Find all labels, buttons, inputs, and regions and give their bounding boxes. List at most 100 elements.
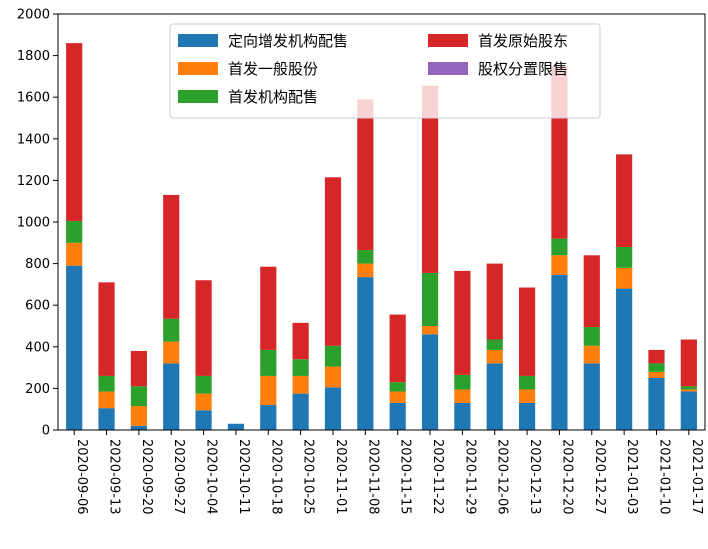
x-tick-label: 2020-09-27 xyxy=(171,439,186,515)
bar-segment-17-series-3 xyxy=(616,154,633,247)
bar-segment-14-series-3 xyxy=(518,287,536,376)
bar-segment-8-series-1 xyxy=(324,366,342,388)
bar-segment-15-series-1 xyxy=(551,255,568,276)
legend-label-1: 首发一般股份 xyxy=(228,60,318,78)
bar-segment-18-series-3 xyxy=(648,349,665,364)
bar-segment-11-series-3 xyxy=(421,85,439,273)
y-tick-label: 2000 xyxy=(17,8,50,23)
y-tick-label: 0 xyxy=(42,424,50,439)
bar-segment-11-series-2 xyxy=(421,272,439,326)
bar-segment-12-series-1 xyxy=(454,389,471,403)
bar-segment-4-series-2 xyxy=(195,375,212,394)
legend-label-3: 首发原始股东 xyxy=(478,32,568,50)
bar-segment-7-series-2 xyxy=(292,359,309,376)
x-tick-label: 2020-11-15 xyxy=(398,439,413,515)
bar-segment-2-series-3 xyxy=(130,350,147,387)
bar-segment-3-series-2 xyxy=(163,318,180,342)
bar-segment-13-series-2 xyxy=(486,339,503,350)
bar-segment-7-series-0 xyxy=(292,393,309,430)
bar-segment-10-series-0 xyxy=(389,402,406,430)
bar-segment-10-series-3 xyxy=(389,314,406,383)
bar-segment-3-series-1 xyxy=(163,341,180,364)
bar-segment-2-series-2 xyxy=(130,386,147,407)
y-tick-label: 800 xyxy=(25,257,50,272)
x-tick-label: 2020-10-18 xyxy=(268,439,283,515)
bar-segment-16-series-2 xyxy=(583,327,600,346)
y-tick-label: 1200 xyxy=(17,174,50,189)
bar-segment-12-series-0 xyxy=(454,402,471,430)
bar-segment-17-series-0 xyxy=(616,288,633,430)
legend-swatch-3 xyxy=(428,34,468,47)
bar-segment-13-series-3 xyxy=(486,263,503,340)
legend-swatch-0 xyxy=(178,34,218,47)
bar-segment-4-series-3 xyxy=(195,280,212,376)
bar-segment-2-series-1 xyxy=(130,406,147,426)
x-tick-label: 2021-01-10 xyxy=(656,439,671,515)
bar-segment-8-series-3 xyxy=(324,177,342,346)
bar-segment-12-series-2 xyxy=(454,374,471,390)
x-tick-label: 2020-10-11 xyxy=(236,439,251,515)
y-tick-label: 1400 xyxy=(17,132,50,147)
x-tick-label: 2020-11-08 xyxy=(365,439,380,515)
bar-segment-15-series-0 xyxy=(551,275,568,430)
bar-segment-14-series-2 xyxy=(518,375,536,390)
x-tick-label: 2020-12-13 xyxy=(527,439,542,515)
bar-segment-4-series-0 xyxy=(195,410,212,430)
bar-segment-17-series-1 xyxy=(616,267,633,289)
y-tick-label: 400 xyxy=(25,340,50,355)
bar-segment-0-series-3 xyxy=(66,43,83,221)
bar-segment-10-series-1 xyxy=(389,391,406,403)
bar-segment-6-series-3 xyxy=(260,266,277,350)
y-tick-label: 1600 xyxy=(17,91,50,106)
x-tick-label: 2020-10-04 xyxy=(204,439,219,515)
y-tick-label: 600 xyxy=(25,299,50,314)
legend-swatch-2 xyxy=(178,90,218,103)
bar-segment-11-series-1 xyxy=(421,326,439,335)
x-tick-label: 2020-10-25 xyxy=(301,439,316,515)
bar-segment-5-series-0 xyxy=(227,423,245,430)
x-tick-label: 2020-11-01 xyxy=(333,439,348,515)
bar-segment-19-series-0 xyxy=(680,391,697,430)
bar-segment-15-series-2 xyxy=(551,238,568,256)
legend-swatch-4 xyxy=(428,62,468,75)
bar-segment-11-series-0 xyxy=(421,334,439,430)
bar-segment-1-series-3 xyxy=(98,282,115,376)
bar-segment-13-series-1 xyxy=(486,349,503,364)
bar-segment-1-series-1 xyxy=(98,391,115,409)
bars-layer xyxy=(66,43,697,430)
legend-label-4: 股权分置限售 xyxy=(478,60,568,78)
bar-segment-7-series-3 xyxy=(292,322,309,360)
x-tick-label: 2020-12-20 xyxy=(559,439,574,515)
bar-segment-8-series-0 xyxy=(324,387,342,430)
bar-segment-6-series-2 xyxy=(260,349,277,376)
bar-segment-14-series-1 xyxy=(518,389,536,403)
bar-segment-9-series-3 xyxy=(357,99,374,251)
bar-segment-19-series-2 xyxy=(680,386,697,390)
x-tick-label: 2020-11-22 xyxy=(430,439,445,515)
bar-segment-18-series-2 xyxy=(648,363,665,372)
bar-segment-14-series-0 xyxy=(518,402,536,430)
x-tick-label: 2020-09-06 xyxy=(74,439,89,515)
bar-segment-4-series-1 xyxy=(195,393,212,411)
bar-segment-10-series-2 xyxy=(389,382,406,392)
bar-segment-19-series-1 xyxy=(680,389,697,392)
x-tick-label: 2020-12-06 xyxy=(495,439,510,515)
bar-segment-0-series-0 xyxy=(66,265,83,430)
axes-layer: 0 200 400 600 800 1000 1200 1400 1600 1800 2000 202… xyxy=(17,8,706,515)
bar-segment-7-series-1 xyxy=(292,375,309,394)
bar-segment-9-series-1 xyxy=(357,263,374,278)
bar-segment-6-series-0 xyxy=(260,405,277,430)
x-tick-label: 2020-09-20 xyxy=(139,439,154,515)
legend-swatch-1 xyxy=(178,62,218,75)
bar-segment-16-series-0 xyxy=(583,363,600,430)
bar-segment-1-series-0 xyxy=(98,408,115,430)
y-tick-label: 1800 xyxy=(17,49,50,64)
y-tick-label: 200 xyxy=(25,382,50,397)
bar-segment-1-series-2 xyxy=(98,375,115,392)
bar-segment-9-series-0 xyxy=(357,277,374,430)
x-tick-label: 2020-12-27 xyxy=(592,439,607,515)
bar-segment-16-series-1 xyxy=(583,345,600,364)
legend-box xyxy=(169,23,601,119)
x-tick-label: 2021-01-03 xyxy=(624,439,639,515)
